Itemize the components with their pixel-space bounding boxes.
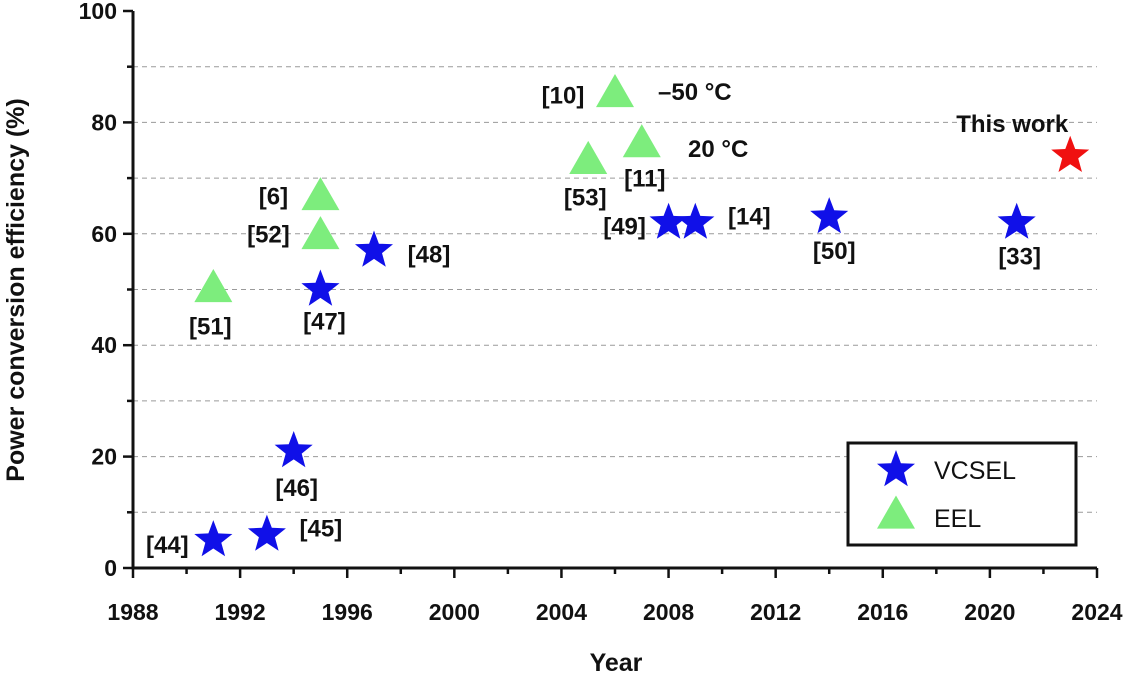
eel-marker <box>301 216 340 250</box>
point-label: [51] <box>189 314 232 341</box>
eel-marker <box>622 124 661 158</box>
vcsel-marker <box>810 197 849 234</box>
eel-marker <box>301 177 340 211</box>
vcsel-marker <box>301 269 340 306</box>
x-tick-label: 2016 <box>857 599 908 625</box>
highlight-marker <box>1051 135 1090 172</box>
point-label: [6] <box>259 184 288 211</box>
point-label: [33] <box>998 244 1041 271</box>
point-label: [53] <box>564 184 607 211</box>
point-label: [52] <box>247 222 290 249</box>
legend-eel-marker <box>877 495 915 529</box>
point-label: [45] <box>300 516 343 543</box>
legend: VCSEL EEL <box>846 441 1078 547</box>
y-tick-label: 20 <box>91 444 117 470</box>
x-tick-label: 2004 <box>536 599 587 625</box>
legend-box <box>846 441 1078 547</box>
y-tick-label: 40 <box>91 332 117 358</box>
legend-vcsel-label: VCSEL <box>934 457 1016 485</box>
vcsel-marker <box>649 202 688 239</box>
eel-marker <box>569 140 608 174</box>
data-points <box>194 74 1090 557</box>
x-tick-label: 2008 <box>643 599 694 625</box>
point-label: [49] <box>603 214 646 241</box>
vcsel-marker <box>676 202 715 239</box>
x-tick-label: 1992 <box>215 599 266 625</box>
vcsel-marker <box>997 202 1036 239</box>
eel-marker <box>596 74 634 108</box>
x-tick-label: 1988 <box>107 599 158 625</box>
x-tick-label: 2000 <box>429 599 480 625</box>
point-labels: [44] [45] [46] [47] [48] [49] [14] [50] [33] [51]… <box>146 83 1069 560</box>
point-label: [10] <box>542 83 585 110</box>
annotation-minus50c: –50 °C <box>658 79 732 106</box>
legend-vcsel-marker <box>877 450 915 487</box>
vcsel-marker <box>194 520 233 557</box>
point-label: [47] <box>303 309 346 336</box>
point-label: [14] <box>728 204 771 231</box>
annotation-20c: 20 °C <box>688 136 748 163</box>
vcsel-marker <box>355 230 393 267</box>
point-label: [44] <box>146 532 189 559</box>
point-label: [48] <box>408 242 451 269</box>
y-tick-label: 100 <box>79 0 117 24</box>
y-tick-label: 60 <box>91 221 117 247</box>
axes: 0 20 40 60 80 100 1988 1992 1996 2000 2004 2008 2012… <box>79 0 1123 625</box>
y-tick-label: 80 <box>91 109 117 135</box>
x-tick-label: 2012 <box>750 599 801 625</box>
point-label: [46] <box>275 475 318 502</box>
x-tick-label: 2024 <box>1071 599 1122 625</box>
y-tick-label: 0 <box>104 555 117 581</box>
point-label: This work <box>956 111 1069 138</box>
point-label: [50] <box>813 238 856 265</box>
legend-eel-label: EEL <box>934 505 981 533</box>
x-axis-title: Year <box>590 649 643 677</box>
x-tick-label: 2020 <box>964 599 1015 625</box>
x-tick-label: 1996 <box>322 599 373 625</box>
vcsel-marker <box>274 431 313 468</box>
point-label: [11] <box>624 166 665 193</box>
vcsel-marker <box>247 514 286 551</box>
eel-marker <box>194 269 233 303</box>
y-axis-title: Power conversion efficiency (%) <box>2 98 30 481</box>
